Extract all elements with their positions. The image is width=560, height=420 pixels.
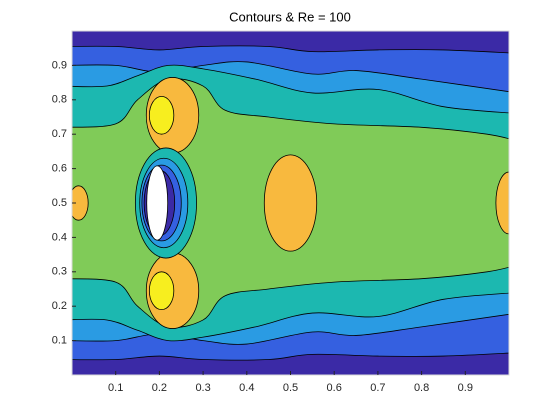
- x-tick-label: 0.6: [327, 382, 342, 394]
- y-tick-label: 0.3: [52, 266, 67, 278]
- x-tick-label: 0.4: [239, 382, 254, 394]
- x-tick-label: 0.2: [152, 382, 167, 394]
- contour-band: [263, 154, 318, 252]
- y-tick-label: 0.7: [52, 128, 67, 140]
- y-tick-label: 0.8: [52, 94, 67, 106]
- x-tick-label: 0.9: [458, 382, 473, 394]
- y-tick-label: 0.6: [52, 163, 67, 175]
- y-tick-label: 0.2: [52, 300, 67, 312]
- plot-area: [72, 31, 509, 375]
- x-tick-label: 0.8: [414, 382, 429, 394]
- y-tick-label: 0.1: [52, 335, 67, 347]
- x-tick-label: 0.5: [283, 382, 298, 394]
- y-tick-label: 0.5: [52, 197, 67, 209]
- axes: 0.1 0.2 0.3 0.4 0.5 0.6 0.7 0.8 0.9 0.1 0.2 0.3 0.4 0…: [52, 30, 510, 394]
- chart-title: Contours & Re = 100: [229, 9, 351, 24]
- y-tick-label: 0.9: [52, 59, 67, 71]
- contour-band: [72, 185, 89, 221]
- contour-band: [495, 171, 509, 235]
- contour-band: [148, 271, 175, 311]
- y-tick-label: 0.4: [52, 231, 67, 243]
- x-tick-label: 0.3: [195, 382, 210, 394]
- contour-band: [148, 95, 175, 135]
- cylinder: [146, 165, 169, 241]
- x-tick-label: 0.7: [370, 382, 385, 394]
- x-tick-label: 0.1: [108, 382, 123, 394]
